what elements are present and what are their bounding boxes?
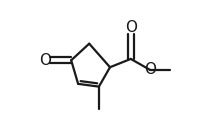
Text: O: O (125, 20, 137, 35)
Text: O: O (39, 53, 51, 68)
Text: O: O (144, 62, 156, 78)
